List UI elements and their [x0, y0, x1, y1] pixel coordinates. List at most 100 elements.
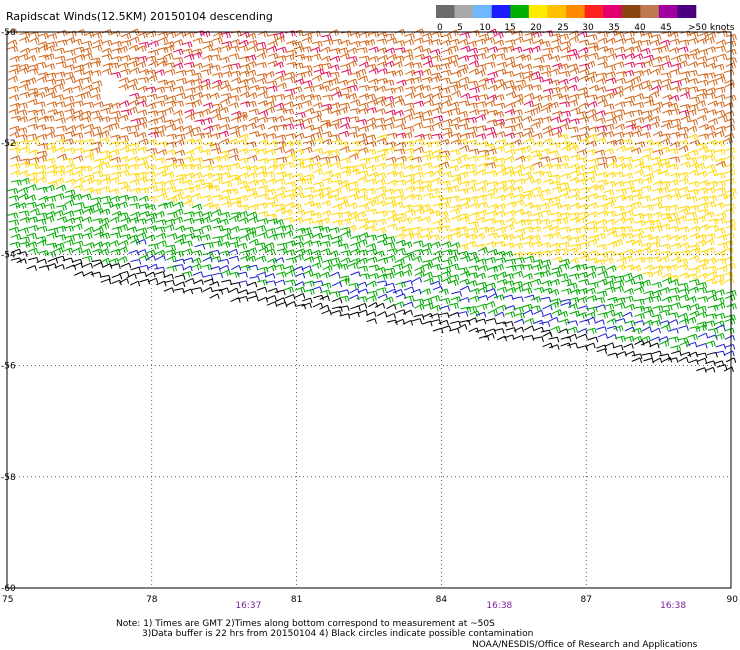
wind-barb-staff — [429, 188, 439, 193]
wind-barb-flag — [477, 86, 480, 93]
wind-barb-staff — [632, 83, 642, 88]
wind-barb-staff — [239, 31, 249, 37]
wind-barb-staff — [414, 53, 424, 58]
wind-barb-flag — [184, 163, 187, 170]
wind-barb-staff — [624, 186, 634, 190]
wind-barb-flag — [24, 109, 28, 116]
wind-barb-staff — [376, 31, 386, 36]
wind-barb-flag — [123, 85, 127, 91]
wind-barb-flag — [631, 180, 634, 186]
wind-barb-flag — [54, 33, 58, 39]
wind-barb-flag — [310, 80, 313, 86]
wind-barb-staff — [559, 117, 569, 123]
wind-barb-staff — [321, 62, 331, 66]
wind-barb-flag — [686, 126, 689, 133]
wind-barb-staff — [301, 55, 311, 59]
wind-barb-staff — [185, 87, 194, 92]
wind-barb-flag — [566, 63, 569, 70]
wind-barb-flag — [636, 148, 640, 154]
wind-barb-flag — [114, 189, 118, 195]
wind-barb-staff — [118, 77, 128, 82]
wind-barb-staff — [567, 126, 577, 130]
wind-barb-flag — [541, 65, 544, 71]
wind-barb-flag — [438, 55, 442, 61]
wind-barb-flag — [96, 71, 100, 77]
wind-barb-staff — [403, 140, 413, 144]
wind-barb-staff — [283, 108, 293, 112]
wind-barb-staff — [275, 70, 285, 75]
wind-barb-staff — [540, 64, 550, 68]
wind-barb-flag — [429, 171, 432, 178]
wind-barb-flag — [71, 58, 75, 64]
wind-barb-staff — [84, 154, 93, 159]
wind-barb-staff — [92, 115, 102, 120]
wind-barb-flag — [170, 63, 173, 69]
wind-barb-staff — [558, 78, 567, 84]
wind-barb-flag — [392, 164, 396, 170]
wind-barb-flag — [142, 56, 145, 63]
wind-barb-flag — [153, 50, 157, 56]
wind-barb-flag — [199, 163, 202, 170]
wind-barb-flag — [27, 140, 30, 146]
wind-barb-staff — [477, 179, 487, 185]
wind-barb-flag — [92, 174, 95, 181]
wind-barb-flag — [547, 95, 550, 102]
wind-barb-flag — [517, 116, 521, 123]
wind-barb-staff — [717, 114, 727, 119]
wind-barb-flag — [660, 187, 664, 194]
wind-barb-flag — [530, 110, 533, 117]
wind-barb-staff — [615, 188, 625, 192]
wind-barb-flag — [42, 92, 46, 98]
wind-barb-flag — [721, 188, 724, 194]
wind-barb-flag — [646, 133, 649, 139]
wind-barb-flag — [282, 163, 285, 170]
wind-barb-flag — [136, 44, 139, 51]
wind-barb-flag — [244, 134, 247, 141]
wind-barb-flag — [35, 172, 38, 178]
wind-barb-flag — [557, 94, 561, 100]
wind-barb-flag — [619, 132, 623, 139]
wind-barb-flag — [583, 88, 586, 94]
wind-barb-flag — [657, 121, 660, 128]
wind-barb-flag — [656, 108, 659, 114]
wind-barb-flag — [309, 158, 312, 164]
wind-barb-staff — [376, 38, 386, 42]
wind-barb-staff — [384, 122, 393, 127]
wind-barb-staff — [504, 185, 514, 191]
wind-barb-staff — [385, 109, 395, 114]
wind-barb-staff — [413, 37, 423, 42]
wind-barb-flag — [78, 101, 82, 107]
wind-barb-flag — [514, 85, 517, 91]
wind-barb-flag — [444, 64, 448, 70]
wind-barb-flag — [439, 155, 442, 161]
wind-barb-flag — [622, 31, 625, 38]
wind-barb-flag — [502, 79, 505, 85]
wind-barb-flag — [453, 61, 456, 67]
wind-barb-flag — [60, 48, 63, 55]
wind-barb-flag — [273, 141, 276, 148]
wind-barb-staff — [614, 109, 624, 113]
wind-barb-flag — [251, 62, 255, 68]
wind-barb-flag — [693, 62, 696, 68]
wind-barb-flag — [646, 186, 650, 192]
wind-barb-flag — [171, 45, 175, 51]
wind-barb-flag — [702, 163, 706, 169]
wind-barb-flag — [365, 75, 369, 82]
wind-barb-staff — [249, 84, 259, 89]
wind-barb-flag — [493, 47, 496, 53]
wind-barb-flag — [69, 103, 73, 109]
wind-barb-staff — [129, 67, 139, 73]
wind-barb-flag — [353, 85, 356, 92]
wind-barb-flag — [693, 135, 696, 141]
wind-barb-flag — [582, 112, 585, 118]
wind-barb-flag — [503, 102, 506, 109]
wind-barb-staff — [136, 116, 146, 121]
wind-barb-staff — [55, 146, 64, 152]
wind-barb-flag — [685, 104, 689, 111]
wind-barb-flag — [492, 100, 496, 106]
wind-barb-flag — [60, 56, 64, 62]
wind-barb-staff — [120, 32, 130, 38]
wind-barb-flag — [275, 86, 278, 92]
wind-barb-staff — [37, 143, 47, 147]
wind-barb-flag — [703, 73, 707, 80]
